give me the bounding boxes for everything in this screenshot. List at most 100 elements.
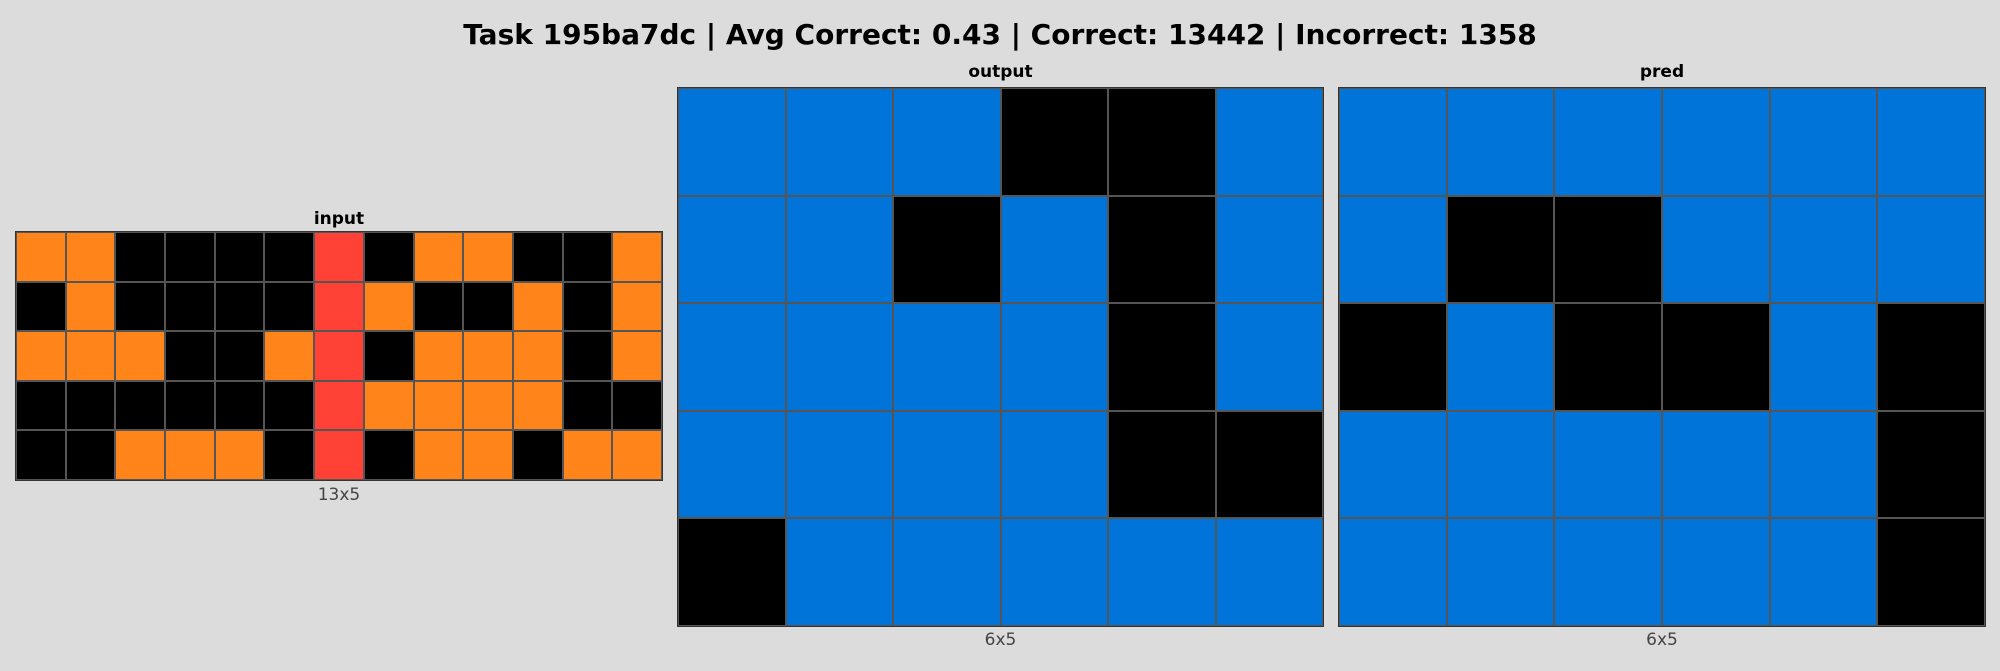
grid-cell — [363, 232, 414, 282]
grid-cell — [678, 518, 786, 626]
grid-cell — [893, 518, 1001, 626]
grid-cell — [65, 331, 116, 381]
grid-cell — [463, 232, 513, 282]
grid-cell — [463, 331, 513, 381]
grid-cell — [1339, 88, 1447, 196]
grid-cell — [612, 232, 662, 282]
grid-cell — [115, 281, 166, 332]
grid-cell — [1215, 518, 1323, 626]
grid-cell — [264, 232, 315, 282]
grid-cell — [512, 430, 563, 480]
grid-cell — [1000, 195, 1108, 304]
grid-cell — [612, 430, 662, 480]
grid-cell — [562, 380, 613, 431]
grid-cell — [413, 232, 464, 282]
grid-cell — [562, 331, 613, 381]
grid-cell — [785, 410, 893, 519]
grid-cell — [678, 303, 786, 411]
grid-cell — [463, 380, 513, 431]
grid-cell — [1877, 195, 1985, 304]
grid-cell — [16, 430, 66, 480]
grid-cell — [1108, 195, 1216, 304]
grid-cell — [363, 430, 414, 480]
grid-cell — [893, 195, 1001, 304]
grid-cell — [1108, 303, 1216, 411]
grid-cell — [214, 331, 265, 381]
grid-cell — [785, 303, 893, 411]
grid-cell — [1108, 88, 1216, 196]
grid-cell — [893, 88, 1001, 196]
grid-cell — [1339, 410, 1447, 519]
grid-cell — [16, 232, 66, 282]
grid-cell — [1446, 518, 1555, 626]
grid-cell — [612, 281, 662, 332]
grid-cell — [1215, 88, 1323, 196]
grid-cell — [1877, 518, 1985, 626]
grid-cell — [1769, 88, 1878, 196]
grid-cell — [1000, 518, 1108, 626]
grid-cell — [264, 281, 315, 332]
grid-cell — [115, 380, 166, 431]
output-dims: 6x5 — [984, 630, 1017, 650]
grid-cell — [512, 232, 563, 282]
grid-cell — [678, 88, 786, 196]
grid-cell — [314, 430, 364, 480]
grid-cell — [115, 232, 166, 282]
grid-cell — [678, 410, 786, 519]
grid-cell — [1877, 88, 1985, 196]
input-dims: 13x5 — [317, 485, 361, 505]
output-grid — [677, 87, 1324, 627]
grid-cell — [1446, 88, 1555, 196]
grid-cell — [16, 281, 66, 332]
grid-cell — [512, 281, 563, 332]
grid-cell — [165, 281, 215, 332]
grid-cell — [512, 331, 563, 381]
grid-cell — [264, 331, 315, 381]
grid-cell — [1108, 410, 1216, 519]
grid-cell — [264, 430, 315, 480]
grid-cell — [1877, 303, 1985, 411]
grid-cell — [1339, 303, 1447, 411]
grid-cell — [463, 430, 513, 480]
grid-cell — [1339, 195, 1447, 304]
pred-dims: 6x5 — [1646, 630, 1678, 650]
grid-cell — [115, 430, 166, 480]
grid-cell — [785, 518, 893, 626]
grid-cell — [1000, 303, 1108, 411]
pred-panel: pred 6x5 — [1338, 60, 1986, 655]
grid-cell — [214, 232, 265, 282]
grid-cell — [612, 380, 662, 431]
grid-cell — [893, 410, 1001, 519]
grid-cell — [785, 195, 893, 304]
grid-cell — [363, 281, 414, 332]
grid-cell — [314, 380, 364, 431]
grid-cell — [65, 380, 116, 431]
grid-cell — [363, 331, 414, 381]
grid-cell — [65, 281, 116, 332]
input-grid — [15, 231, 663, 481]
grid-cell — [214, 281, 265, 332]
grid-cell — [1769, 195, 1878, 304]
grid-cell — [1554, 518, 1662, 626]
grid-cell — [1877, 410, 1985, 519]
grid-cell — [65, 232, 116, 282]
output-title: output — [968, 62, 1033, 82]
grid-cell — [165, 232, 215, 282]
grid-cell — [1554, 195, 1662, 304]
grid-cell — [562, 232, 613, 282]
grid-cell — [214, 430, 265, 480]
grid-cell — [1000, 88, 1108, 196]
grid-cell — [512, 380, 563, 431]
grid-cell — [1554, 88, 1662, 196]
grid-cell — [413, 430, 464, 480]
grid-cell — [1446, 410, 1555, 519]
grid-cell — [65, 430, 116, 480]
input-panel: input 13x5 — [15, 205, 663, 505]
grid-cell — [314, 232, 364, 282]
grid-cell — [1661, 410, 1770, 519]
grid-cell — [314, 331, 364, 381]
grid-cell — [1108, 518, 1216, 626]
grid-cell — [1339, 518, 1447, 626]
grid-cell — [16, 331, 66, 381]
grid-cell — [612, 331, 662, 381]
